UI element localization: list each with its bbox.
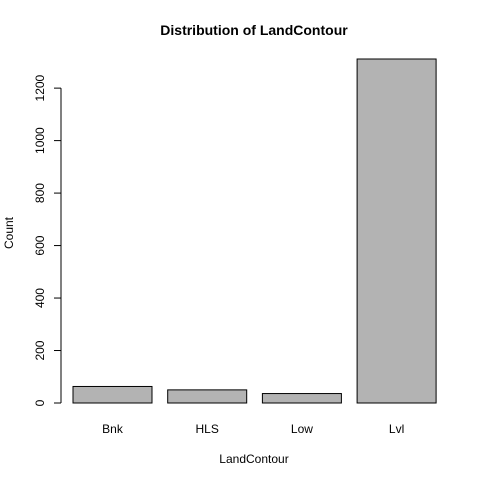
bar-hls xyxy=(167,389,248,404)
bar-low xyxy=(261,393,342,404)
y-axis: 0 200 400 600 800 1000 1200 xyxy=(33,74,62,406)
y-tick-label: 0 xyxy=(33,399,47,406)
bars xyxy=(72,58,437,404)
y-tick-label: 600 xyxy=(33,235,47,255)
chart-title: Distribution of LandContour xyxy=(160,22,348,38)
x-tick-label: Bnk xyxy=(102,422,124,436)
x-tick-label: Low xyxy=(291,422,313,436)
bar-lvl xyxy=(356,58,437,404)
y-tick-label: 200 xyxy=(33,340,47,360)
bar-bnk xyxy=(72,385,153,404)
x-axis: Bnk HLS Low Lvl xyxy=(102,422,404,436)
x-axis-label: LandContour xyxy=(219,452,288,466)
y-tick-label: 1200 xyxy=(33,74,47,101)
x-tick-label: HLS xyxy=(196,422,219,436)
y-tick-label: 1000 xyxy=(33,127,47,154)
y-axis-label: Count xyxy=(2,216,16,249)
x-tick-label: Lvl xyxy=(389,422,404,436)
y-tick-label: 800 xyxy=(33,183,47,203)
y-tick-label: 400 xyxy=(33,288,47,308)
